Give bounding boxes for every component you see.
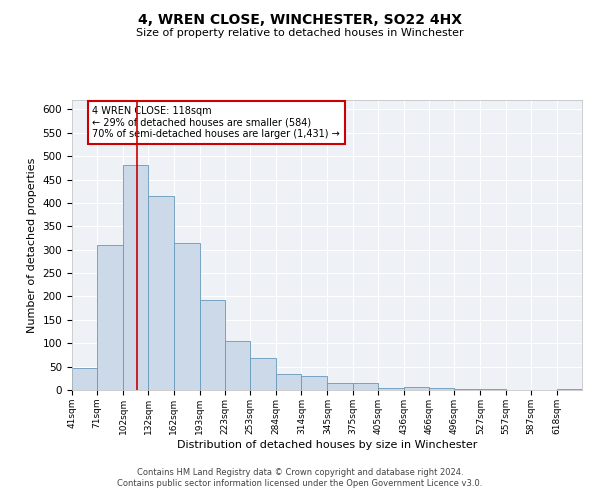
Bar [557, 389, 582, 390]
Bar [301, 376, 328, 390]
Bar [276, 374, 301, 390]
Bar [404, 386, 429, 390]
Bar [250, 358, 276, 390]
Bar [454, 389, 481, 390]
X-axis label: Distribution of detached houses by size in Winchester: Distribution of detached houses by size … [177, 440, 477, 450]
Bar [353, 384, 378, 390]
Bar [378, 388, 404, 390]
Text: 4 WREN CLOSE: 118sqm
← 29% of detached houses are smaller (584)
70% of semi-deta: 4 WREN CLOSE: 118sqm ← 29% of detached h… [92, 106, 340, 139]
Bar [123, 166, 148, 390]
Bar [148, 196, 173, 390]
Bar [200, 300, 225, 390]
Bar [429, 388, 454, 390]
Bar [97, 244, 123, 390]
Bar [481, 388, 506, 390]
Text: 4, WREN CLOSE, WINCHESTER, SO22 4HX: 4, WREN CLOSE, WINCHESTER, SO22 4HX [138, 12, 462, 26]
Bar [72, 368, 97, 390]
Bar [225, 341, 250, 390]
Text: Contains HM Land Registry data © Crown copyright and database right 2024.
Contai: Contains HM Land Registry data © Crown c… [118, 468, 482, 487]
Y-axis label: Number of detached properties: Number of detached properties [27, 158, 37, 332]
Bar [328, 384, 353, 390]
Bar [173, 242, 200, 390]
Text: Size of property relative to detached houses in Winchester: Size of property relative to detached ho… [136, 28, 464, 38]
